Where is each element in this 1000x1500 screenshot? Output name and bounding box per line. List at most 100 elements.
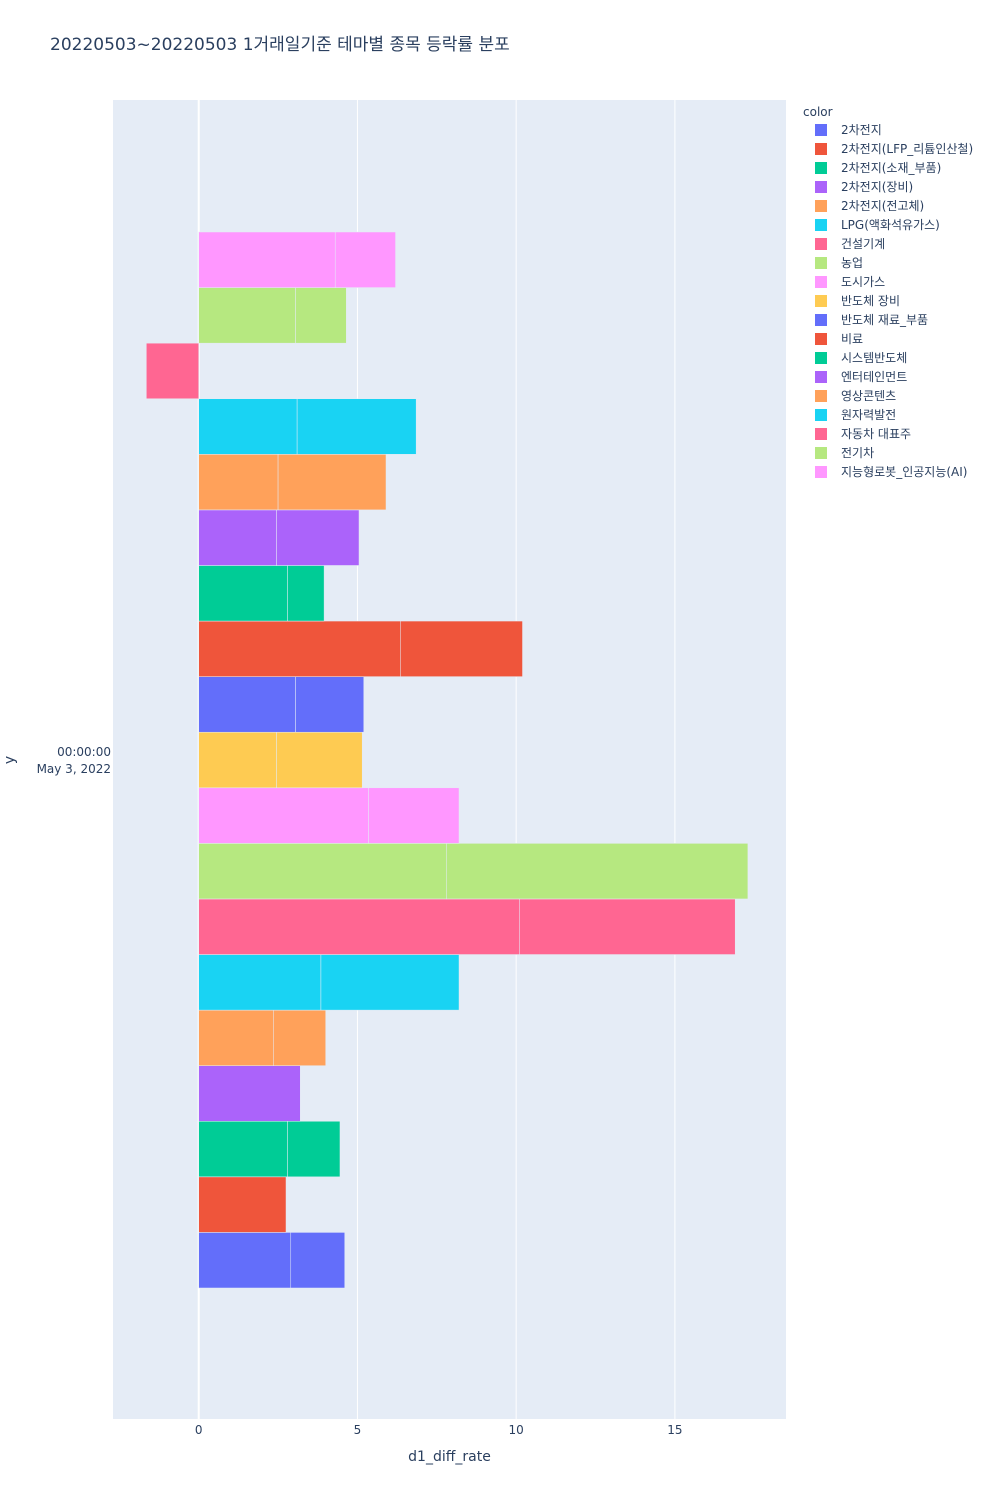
legend-item[interactable]: 지능형로봇_인공지능(AI): [815, 465, 967, 479]
legend-title: color: [803, 105, 833, 119]
legend-item[interactable]: 영상콘텐츠: [815, 389, 896, 403]
legend-item[interactable]: 건설기계: [815, 237, 885, 251]
legend-item[interactable]: 농업: [815, 256, 863, 270]
x-tick-label: 0: [195, 1423, 203, 1437]
bars: [146, 231, 749, 1289]
legend-label: 도시가스: [841, 275, 885, 289]
x-tick-labels: 0 5 10 15: [195, 1423, 683, 1437]
bar-segment[interactable]: [320, 954, 460, 1011]
legend-swatch: [815, 352, 827, 364]
legend-item[interactable]: 2차전지(소재_부품): [815, 161, 941, 175]
bar-segment[interactable]: [273, 1009, 326, 1066]
legend-label: 2차전지: [841, 123, 882, 137]
legend-item[interactable]: 원자력발전: [815, 408, 896, 422]
bar-segment[interactable]: [198, 843, 447, 900]
x-tick-label: 5: [354, 1423, 362, 1437]
bar-segment[interactable]: [198, 509, 277, 566]
bar-segment[interactable]: [277, 454, 387, 511]
legend-swatch: [815, 409, 827, 421]
bar-segment[interactable]: [287, 565, 325, 622]
legend-label: 지능형로봇_인공지능(AI): [841, 465, 967, 479]
legend-label: 영상콘텐츠: [841, 389, 896, 403]
bar-segment[interactable]: [198, 1121, 288, 1178]
bar-segment[interactable]: [198, 954, 322, 1011]
bar-segment[interactable]: [198, 287, 296, 344]
legend-item[interactable]: 2차전지(장비): [815, 180, 913, 194]
bar-segment[interactable]: [276, 731, 363, 789]
legend-label: 농업: [841, 256, 863, 270]
legend-item[interactable]: LPG(액화석유가스): [815, 218, 940, 232]
legend-label: LPG(액화석유가스): [841, 218, 940, 232]
y-axis-title: y: [2, 756, 18, 764]
legend-item[interactable]: 전기차: [815, 446, 874, 460]
y-category-label-time: 00:00:00: [57, 745, 111, 759]
legend-item[interactable]: 반도체 장비: [815, 294, 900, 308]
legend-item[interactable]: 반도체 재료_부품: [815, 313, 928, 327]
bar-segment[interactable]: [198, 1009, 274, 1066]
bar-segment[interactable]: [146, 342, 199, 399]
bar-segment[interactable]: [519, 898, 736, 955]
bar-segment[interactable]: [198, 731, 277, 789]
bar-segment[interactable]: [287, 1121, 341, 1178]
bar-segment[interactable]: [198, 676, 296, 733]
legend-swatch: [815, 295, 827, 307]
legend-swatch: [815, 181, 827, 193]
legend-item[interactable]: 2차전지: [815, 123, 882, 137]
legend-label: 2차전지(장비): [841, 180, 913, 194]
bar-segment[interactable]: [198, 565, 288, 622]
x-tick-label: 10: [509, 1423, 524, 1437]
legend-item[interactable]: 비료: [815, 332, 863, 346]
x-axis-title: d1_diff_rate: [408, 1449, 491, 1465]
bar-segment[interactable]: [198, 398, 298, 455]
legend-label: 시스템반도체: [841, 351, 907, 365]
legend-swatch: [815, 143, 827, 155]
legend-swatch: [815, 314, 827, 326]
bar-segment[interactable]: [400, 620, 523, 677]
bar-segment[interactable]: [296, 398, 417, 455]
chart-title: 20220503~20220503 1거래일기준 테마별 종목 등락률 분포: [50, 35, 510, 55]
bar-segment[interactable]: [198, 898, 520, 955]
legend-swatch: [815, 124, 827, 136]
legend-item[interactable]: 시스템반도체: [815, 351, 907, 365]
legend-label: 반도체 재료_부품: [841, 313, 928, 327]
y-category-label-date: May 3, 2022: [37, 762, 111, 776]
bar-segment[interactable]: [198, 231, 336, 288]
bar-segment[interactable]: [276, 509, 360, 566]
bar-segment[interactable]: [198, 620, 401, 677]
legend[interactable]: color 2차전지 2차전지(LFP_리튬인산철) 2차전지(소재_부품) 2차전지…: [803, 105, 973, 479]
legend-item[interactable]: 자동차 대표주: [815, 427, 911, 441]
bar-segment[interactable]: [446, 843, 749, 900]
legend-swatch: [815, 276, 827, 288]
x-tick-label: 15: [667, 1423, 682, 1437]
legend-label: 2차전지(소재_부품): [841, 161, 941, 175]
legend-label: 전기차: [841, 446, 874, 460]
legend-swatch: [815, 200, 827, 212]
legend-label: 건설기계: [841, 237, 885, 251]
legend-item[interactable]: 엔터테인먼트: [815, 370, 907, 384]
bar-segment[interactable]: [198, 1065, 301, 1122]
bar-segment[interactable]: [295, 287, 347, 344]
bar-segment[interactable]: [290, 1232, 345, 1289]
bar-segment[interactable]: [368, 787, 460, 844]
legend-label: 2차전지(LFP_리튬인산철): [841, 142, 973, 156]
legend-swatch: [815, 219, 827, 231]
legend-swatch: [815, 428, 827, 440]
legend-swatch: [815, 447, 827, 459]
legend-item[interactable]: 2차전지(LFP_리튬인산철): [815, 142, 973, 156]
bar-segment[interactable]: [334, 231, 396, 288]
bar-segment[interactable]: [295, 676, 365, 733]
legend-swatch: [815, 371, 827, 383]
legend-swatch: [815, 257, 827, 269]
legend-swatch: [815, 238, 827, 250]
legend-item[interactable]: 도시가스: [815, 275, 885, 289]
legend-item[interactable]: 2차전지(전고체): [815, 199, 924, 213]
bar-segment[interactable]: [198, 1176, 287, 1233]
legend-swatch: [815, 162, 827, 174]
bar-segment[interactable]: [198, 787, 369, 844]
bar-segment[interactable]: [198, 1232, 292, 1289]
legend-label: 자동차 대표주: [841, 427, 911, 441]
legend-swatch: [815, 390, 827, 402]
bar-segment[interactable]: [198, 454, 279, 511]
legend-swatch: [815, 333, 827, 345]
